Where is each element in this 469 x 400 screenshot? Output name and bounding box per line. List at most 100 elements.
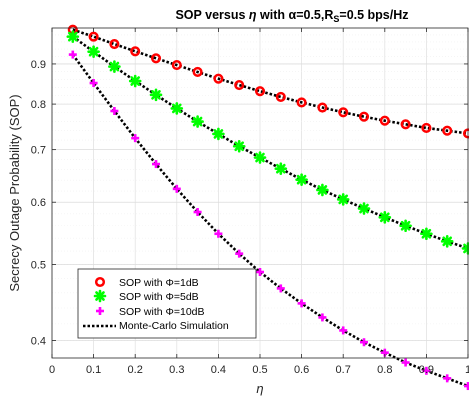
- asterisk-arm: [88, 46, 99, 57]
- data-point-asterisk: [66, 30, 80, 43]
- asterisk-arm: [171, 103, 182, 114]
- legend-label-montecarlo: Monte-Carlo Simulation: [119, 320, 229, 332]
- x-tick-label: 0.3: [169, 364, 184, 376]
- data-point-asterisk: [87, 45, 100, 58]
- data-point-plus: [68, 50, 77, 59]
- axis-ticks: 0 0.1 0.2 0.3 0.4 0.5 0.6 0.7 0.8 0.9 1 0.4 0.5 0.6 0.…: [31, 28, 469, 376]
- data-point-plus: [235, 249, 244, 258]
- x-tick-label: 0.7: [336, 364, 351, 376]
- y-tick-label: 0.4: [31, 336, 46, 348]
- data-point-circle: [379, 115, 390, 126]
- data-point-plus: [256, 267, 264, 276]
- data-point-plus: [339, 326, 348, 335]
- data-point-circle: [296, 97, 307, 108]
- asterisk-arm: [213, 129, 224, 139]
- data-point-plus: [422, 366, 431, 375]
- data-point-asterisk: [399, 219, 412, 233]
- data-point-plus: [214, 229, 223, 238]
- y-tick-label: 0.9: [31, 59, 46, 71]
- x-tick-label: 0.2: [128, 364, 143, 376]
- data-point-plus: [89, 79, 98, 88]
- title-after-alpha: =0.5,R: [296, 8, 333, 22]
- data-point-asterisk: [420, 227, 433, 241]
- data-point-circle: [109, 39, 120, 50]
- data-point-circle: [254, 86, 266, 97]
- chart-title: SOP versus η with α=0.5,RS=0.5 bps/Hz: [175, 8, 408, 24]
- x-tick-label: 0.8: [377, 364, 392, 376]
- data-point-circle: [400, 119, 411, 130]
- data-point-asterisk: [316, 183, 329, 197]
- data-point-plus: [131, 134, 140, 143]
- legend-entry-phi10: SOP with Φ=10dB: [96, 306, 205, 318]
- y-tick-label: 0.6: [31, 197, 46, 209]
- asterisk-arm: [95, 291, 105, 301]
- data-point-asterisk: [357, 202, 371, 215]
- legend-plus-marker: [96, 307, 104, 315]
- asterisk-arm: [317, 185, 328, 195]
- data-point-circle: [88, 31, 99, 42]
- legend-label-phi10: SOP with Φ=10dB: [119, 306, 205, 318]
- x-tick-label: 1: [465, 364, 469, 376]
- asterisk-arm: [400, 220, 411, 231]
- asterisk-arm: [151, 90, 161, 100]
- title-suffix: =0.5 bps/Hz: [339, 8, 408, 22]
- data-point-plus: [401, 358, 410, 367]
- asterisk-arm: [192, 116, 203, 127]
- asterisk-arm: [109, 61, 120, 72]
- data-point-plus: [318, 313, 327, 322]
- x-axis-label: η: [256, 381, 263, 396]
- data-point-circle: [275, 91, 286, 102]
- data-point-circle: [130, 46, 141, 57]
- asterisk-arm: [67, 31, 78, 42]
- data-point-plus: [443, 374, 452, 383]
- data-point-circle: [213, 73, 224, 84]
- legend-circle-marker: [94, 276, 106, 288]
- data-point-circle: [192, 66, 203, 78]
- legend-entry-montecarlo: Monte-Carlo Simulation: [83, 320, 229, 332]
- asterisk-arm: [130, 76, 141, 86]
- data-point-asterisk: [253, 151, 267, 164]
- data-point-asterisk: [191, 115, 204, 128]
- asterisk-arm: [296, 174, 307, 185]
- x-tick-label: 0.1: [86, 364, 101, 376]
- asterisk-arm: [255, 152, 265, 163]
- data-point-plus: [152, 160, 160, 169]
- asterisk-arm: [234, 141, 245, 152]
- legend-asterisk-marker: [93, 289, 107, 303]
- data-point-circle: [234, 79, 245, 91]
- data-point-circle: [338, 107, 349, 118]
- asterisk-arm: [275, 163, 286, 174]
- data-point-circle: [171, 60, 182, 71]
- data-point-asterisk: [128, 74, 142, 88]
- data-point-asterisk: [440, 235, 454, 248]
- legend-label-phi5: SOP with Φ=5dB: [119, 291, 199, 303]
- data-point-asterisk: [170, 102, 184, 115]
- data-point-plus: [172, 184, 181, 193]
- data-point-circle: [317, 102, 328, 113]
- data-point-asterisk: [212, 127, 225, 141]
- data-point-asterisk: [378, 211, 392, 224]
- title-subscript: S: [333, 14, 339, 24]
- y-tick-label: 0.7: [31, 145, 46, 157]
- title-mid: with: [257, 8, 289, 22]
- data-point-asterisk: [108, 60, 121, 73]
- legend-entry-phi1: SOP with Φ=1dB: [94, 276, 199, 289]
- asterisk-arm: [359, 203, 369, 214]
- data-point-plus: [193, 208, 202, 217]
- x-tick-label: 0.4: [211, 364, 226, 376]
- data-point-circle: [358, 111, 370, 122]
- data-point-plus: [297, 299, 306, 308]
- asterisk-arm: [338, 194, 349, 205]
- legend: SOP with Φ=1dB SOP with Φ=5dB SOP with Φ…: [77, 268, 257, 339]
- title-prefix: SOP versus: [175, 8, 248, 22]
- data-point-plus: [360, 338, 368, 347]
- y-tick-label: 0.5: [31, 259, 46, 271]
- data-point-circle: [150, 53, 162, 64]
- data-point-plus: [464, 382, 469, 391]
- simulation-curve: [72, 35, 469, 250]
- data-point-plus: [110, 106, 119, 115]
- simulation-curve: [71, 53, 469, 388]
- title-eta: η: [249, 8, 257, 22]
- y-tick-label: 0.8: [31, 99, 46, 111]
